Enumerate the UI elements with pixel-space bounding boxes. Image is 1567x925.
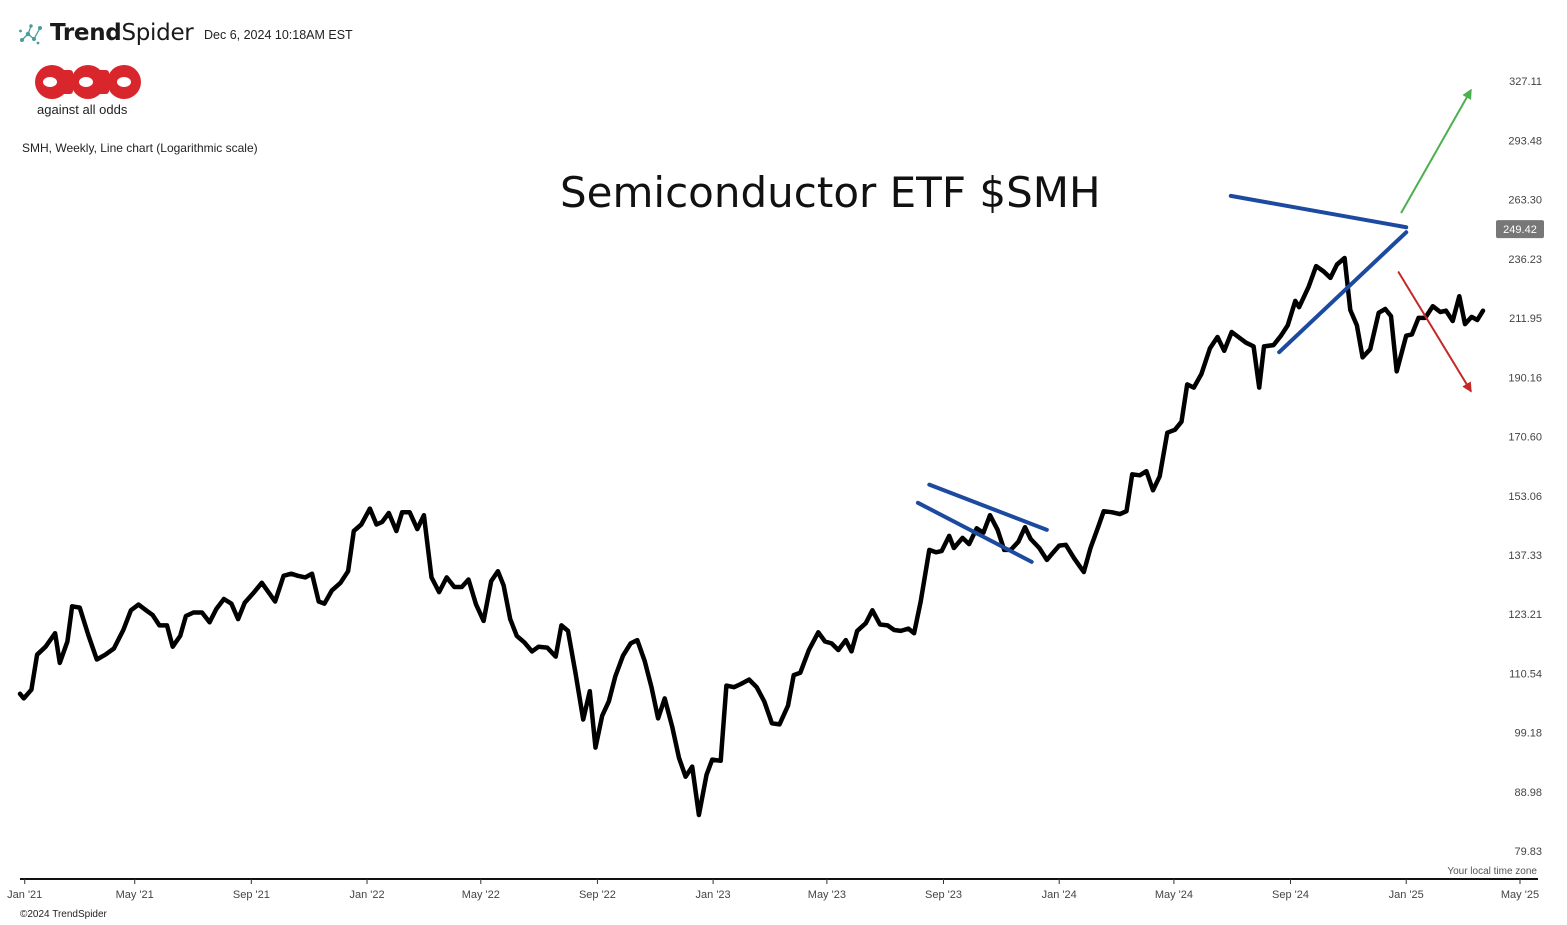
x-tick-label: Sep '22: [579, 889, 616, 901]
against-all-odds-logo: against all odds: [34, 64, 144, 117]
pennant-lower-trendline: [915, 500, 1034, 564]
copyright-footer: ©2024 TrendSpider: [20, 909, 107, 920]
x-tick-label: Sep '24: [1272, 889, 1309, 901]
y-tick-label: 99.18: [1514, 728, 1542, 740]
trendspider-logo-icon: [19, 24, 42, 45]
last-price-badge: [1496, 220, 1544, 239]
x-tick-label: May '24: [1155, 889, 1193, 901]
x-tick-label: Sep '23: [925, 889, 962, 901]
breakdown-down-arrow: [1397, 271, 1472, 393]
chart-headline: Semiconductor ETF $SMH: [560, 168, 1101, 217]
triangle-upper-trendline: [1228, 193, 1409, 230]
x-tick-label: May '22: [462, 889, 500, 901]
x-tick-label: Jan '25: [1389, 889, 1424, 901]
x-tick-label: Sep '21: [233, 889, 270, 901]
x-tick-label: May '23: [808, 889, 846, 901]
y-tick-label: 327.11: [1509, 76, 1542, 88]
y-tick-label: 170.60: [1508, 432, 1542, 444]
trendspider-brand: TrendSpider: [18, 20, 194, 46]
x-tick-label: Jan '22: [349, 889, 384, 901]
pennant-upper-trendline: [927, 482, 1049, 532]
y-tick-label: 236.23: [1508, 254, 1542, 266]
y-tick-label: 293.48: [1508, 135, 1542, 147]
y-tick-label: 79.83: [1514, 846, 1542, 858]
chart-description: SMH, Weekly, Line chart (Logarithmic sca…: [22, 141, 258, 155]
x-tick-label: Jan '24: [1042, 889, 1077, 901]
y-tick-label: 153.06: [1508, 491, 1542, 503]
x-tick-label: May '21: [116, 889, 154, 901]
timezone-note: Your local time zone: [1447, 866, 1537, 877]
trendspider-wordmark: TrendSpider: [50, 20, 194, 46]
logo-tagline: against all odds: [37, 102, 128, 117]
y-tick-label: 263.30: [1508, 195, 1542, 207]
x-tick-label: Jan '23: [696, 889, 731, 901]
price-line: [17, 255, 1486, 818]
x-tick-label: May '25: [1501, 889, 1539, 901]
y-tick-label: 211.95: [1509, 313, 1542, 325]
last-price-label: 249.42: [1503, 224, 1537, 236]
x-tick-label: Jan '21: [7, 889, 42, 901]
y-tick-label: 137.33: [1508, 550, 1542, 562]
snapshot-timestamp: Dec 6, 2024 10:18AM EST: [204, 28, 353, 42]
y-tick-label: 190.16: [1508, 372, 1542, 384]
triangle-lower-trendline: [1277, 230, 1409, 355]
y-tick-label: 88.98: [1514, 787, 1542, 799]
y-tick-label: 123.21: [1508, 609, 1542, 621]
y-tick-label: 110.54: [1509, 668, 1542, 680]
aao-logo-mark: [35, 65, 141, 99]
breakout-up-arrow: [1400, 88, 1472, 214]
